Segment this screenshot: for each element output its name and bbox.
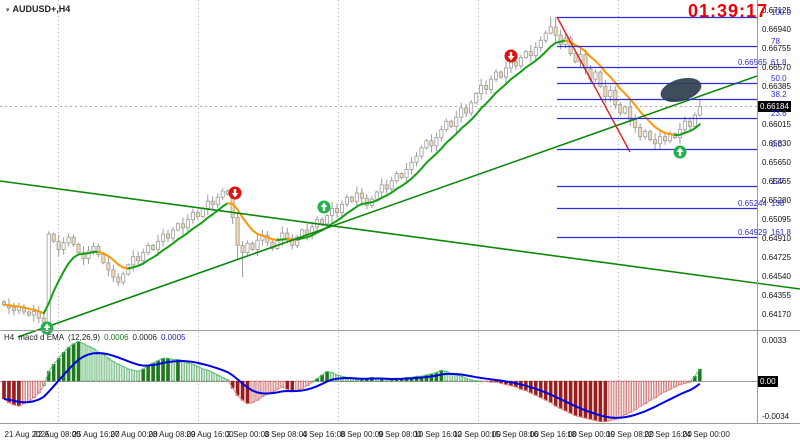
buy-arrow-icon[interactable] (40, 321, 54, 335)
fib-level-label: 0.65244 138 (738, 199, 785, 208)
fib-level-label: 0.66565 61.8 (738, 58, 787, 67)
macd-indicator-label: H4 macd d EMA (12,26,9) 0.0006 0.0006 0.0005 (4, 333, 189, 342)
fib-level-label: 50.0 (771, 74, 787, 83)
price-axis-label: 0.65650 (762, 158, 791, 167)
price-axis-label: 0.66755 (762, 44, 791, 53)
time-axis-label: 18 Sep 00:00 (567, 430, 615, 439)
time-axis-label: 15 Sep 08:00 (491, 430, 539, 439)
time-axis-label: 21 Aug 2025 (4, 430, 50, 439)
time-axis-label: 16 Sep 16:00 (529, 430, 577, 439)
time-axis-label: 19 Sep 08:00 (606, 430, 654, 439)
fib-level-label: 127 (771, 177, 785, 186)
price-axis-label: 0.66015 (762, 120, 791, 129)
period-separators (58, 0, 619, 423)
trendline-ascending[interactable] (17, 75, 758, 338)
macd-current-value-box: 0.00 (758, 376, 778, 387)
time-axis-label: 12 Sep 00:00 (453, 430, 501, 439)
indicator-name: macd d EMA (18, 333, 65, 342)
time-axis-label: 22 Aug 08:00 (33, 430, 81, 439)
macd-scale-min: -0.0034 (762, 412, 790, 421)
symbol-text: AUDUSD+,H4 (12, 4, 71, 14)
price-axis-label: 0.66940 (762, 25, 791, 34)
fibonacci-retracement[interactable] (556, 16, 757, 239)
indicator-timeframe: H4 (4, 333, 15, 342)
price-axis-label: 0.64355 (762, 291, 791, 300)
chevron-down-icon: ▾ (6, 7, 10, 14)
buy-arrow-icon[interactable] (317, 200, 331, 214)
macd-scale-max: 0.0033 (762, 336, 787, 345)
time-axis-label: 4 Sep 16:00 (302, 430, 346, 439)
fibonacci-baseline (556, 16, 631, 153)
price-axis-label: 0.65095 (762, 215, 791, 224)
price-axis-label: 0.64910 (762, 234, 791, 243)
time-axis-label: 29 Aug 16:00 (186, 430, 234, 439)
sell-arrow-icon[interactable] (228, 186, 242, 200)
indicator-value-2: 0.0006 (132, 333, 157, 342)
time-axis-label: 9 Sep 08:00 (378, 430, 422, 439)
time-axis-label: 3 Sep 08:00 (264, 430, 308, 439)
trendline-descending[interactable] (0, 180, 800, 290)
symbol-label: ▾ AUDUSD+,H4 (6, 4, 70, 14)
indicator-value-3: 0.0005 (161, 333, 186, 342)
fib-level-label: 0.64929 161.8 (738, 228, 791, 237)
time-axis-label: 27 Aug 00:00 (110, 430, 158, 439)
time-axis-label: 25 Aug 16:00 (72, 430, 120, 439)
current-price-box: 0.66184 (758, 101, 791, 112)
price-axis-label: 0.66385 (762, 82, 791, 91)
candlesticks (2, 16, 702, 329)
time-axis-label: 8 Sep 00:00 (340, 430, 384, 439)
indicator-params: (12,26,9) (68, 333, 101, 342)
fib-level-label: 78 (771, 37, 780, 46)
buy-arrow-icon[interactable] (673, 145, 687, 159)
price-axis-label: 0.65830 (762, 139, 791, 148)
fib-level-label: 100.0 (771, 8, 792, 17)
price-axis-label: 0.65280 (762, 196, 791, 205)
time-axis-label: 28 Aug 08:00 (148, 430, 196, 439)
fib-level-label: 38.2 (771, 90, 787, 99)
macd-signal-line (3, 352, 701, 419)
fib-level-label: 0.0 (771, 140, 783, 149)
macd-indicator (0, 340, 757, 423)
candle-countdown-timer: 01:39:17 (688, 1, 769, 21)
price-axis-label: 0.66570 (762, 63, 791, 72)
time-axis-label: 10 Sep 16:00 (414, 430, 462, 439)
ellipse-annotation[interactable] (658, 74, 704, 107)
indicator-value-1: 0.0006 (104, 333, 129, 342)
price-axis-label: 0.64170 (762, 310, 791, 319)
fib-level-label: 23.6 (771, 109, 787, 118)
sell-arrow-icon[interactable] (504, 49, 518, 63)
moving-average-line (3, 39, 701, 315)
price-axis-label: 0.65465 (762, 177, 791, 186)
price-axis-label: 0.64725 (762, 253, 791, 262)
time-axis-label: 2 Sep 00:00 (226, 430, 270, 439)
price-axis-label: 0.64540 (762, 272, 791, 281)
time-axis-label: 22 Sep 16:00 (644, 430, 692, 439)
price-axis-label: 0.67125 (762, 6, 791, 15)
time-axis-label: 24 Sep 00:00 (682, 430, 730, 439)
